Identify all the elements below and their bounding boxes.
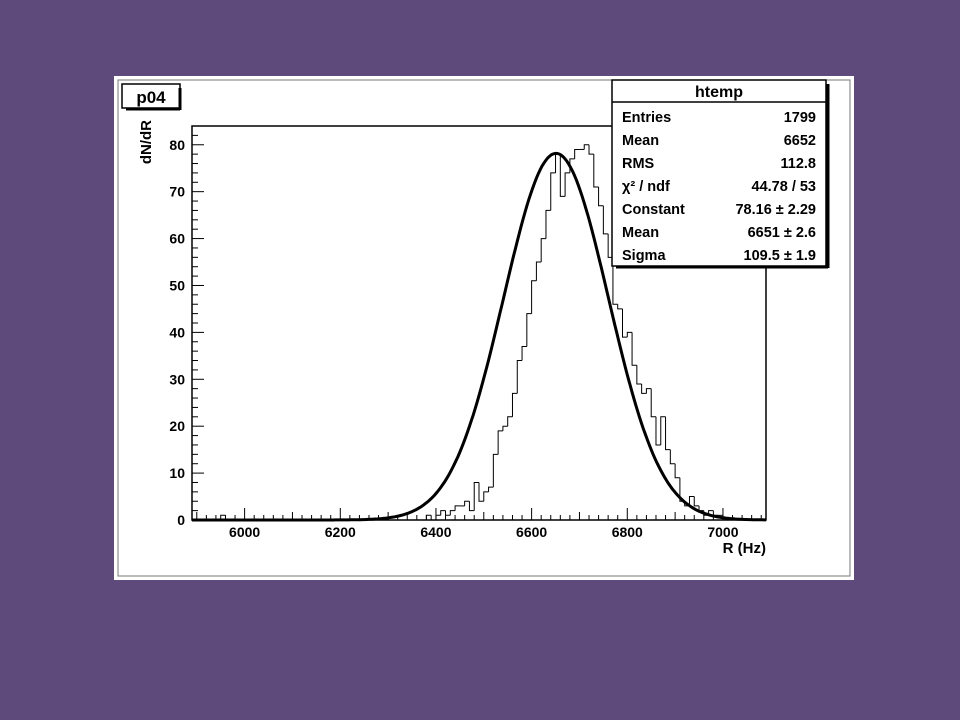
stats-row-value: 44.78 / 53 <box>752 179 817 195</box>
stats-row-label: Entries <box>622 110 671 126</box>
histogram-bin <box>449 510 456 516</box>
stats-row-label: Constant <box>622 202 685 218</box>
histogram-bin <box>531 280 537 314</box>
histogram-bin <box>564 172 570 197</box>
root-canvas: p04 6000 6200 6400 6600 6800 7000 0 10 20 30 40 50… <box>114 76 854 580</box>
histogram-bin <box>454 505 460 511</box>
histogram-bin <box>693 496 700 507</box>
x-tick-label: 6800 <box>612 524 643 540</box>
histogram-bin <box>516 360 523 394</box>
histogram-bin <box>660 416 666 445</box>
histogram-bin <box>511 392 518 417</box>
histogram-chart: p04 6000 6200 6400 6600 6800 7000 0 10 20 30 40 50… <box>117 79 851 577</box>
y-tick-label: 30 <box>169 371 185 387</box>
histogram-bin <box>545 209 551 239</box>
histogram-bin <box>636 365 642 385</box>
histogram-bin <box>425 514 432 520</box>
stats-row-value: 6652 <box>784 133 816 149</box>
histogram-bin <box>617 304 623 310</box>
histogram-bin <box>665 416 671 451</box>
stats-box: htemp Entries 1799 Mean 6652 RMS 112.8 χ² / nd… <box>611 79 830 269</box>
stats-row-label: RMS <box>622 156 655 172</box>
histogram-bin <box>468 501 475 512</box>
histogram-bin <box>430 515 436 521</box>
x-tick-label: 7000 <box>707 524 738 540</box>
histogram-bin <box>598 186 604 207</box>
y-tick-label: 20 <box>169 418 185 434</box>
histogram-bin <box>631 332 637 366</box>
y-tick-label: 60 <box>169 231 185 247</box>
histogram-bin <box>526 313 532 347</box>
histogram-bin <box>674 463 680 479</box>
histogram-bin <box>435 514 441 520</box>
histogram-bin <box>220 514 226 520</box>
x-tick-label: 6000 <box>229 524 260 540</box>
histogram-bin <box>440 510 446 516</box>
x-tick-label: 6600 <box>516 524 547 540</box>
histogram-bin <box>626 331 633 338</box>
x-tick-label: 6400 <box>420 524 451 540</box>
histogram-bin <box>540 238 546 263</box>
stats-row-label: Sigma <box>622 248 666 264</box>
histogram-bin <box>588 144 594 155</box>
histogram-bin <box>688 496 695 506</box>
stats-row-value: 112.8 <box>781 156 817 172</box>
y-tick-label: 0 <box>177 512 185 528</box>
y-tick-label: 10 <box>169 465 185 481</box>
x-axis: 6000 6200 6400 6600 6800 7000 <box>196 508 762 540</box>
x-tick-label: 6200 <box>325 524 356 540</box>
histogram-bin <box>478 482 484 502</box>
histogram-bin <box>492 453 499 488</box>
histogram-bin <box>602 205 609 235</box>
histogram-bin <box>655 416 661 446</box>
histogram-bin <box>593 154 599 188</box>
histogram-bin <box>669 449 676 465</box>
stats-title: htemp <box>695 84 743 101</box>
histogram-bin <box>473 481 479 511</box>
histogram-bin <box>507 416 513 427</box>
histogram-bin <box>445 510 451 516</box>
histogram-bin <box>535 261 542 281</box>
histogram-bin <box>464 500 470 506</box>
histogram-bin <box>550 172 556 211</box>
histogram-bin <box>559 154 566 197</box>
stats-row-value: 78.16 ± 2.29 <box>735 202 816 218</box>
stats-row-value: 6651 ± 2.6 <box>748 225 816 241</box>
y-tick-label: 70 <box>169 184 185 200</box>
histogram-bin <box>583 144 590 150</box>
stats-row-value: 109.5 ± 1.9 <box>744 248 816 264</box>
histogram-bin <box>483 491 489 502</box>
histogram-bin <box>497 430 503 455</box>
stats-row-value: 1799 <box>784 110 816 126</box>
stats-row-label: χ² / ndf <box>622 179 670 195</box>
histogram-bin <box>641 383 647 394</box>
histogram-bin <box>622 308 628 338</box>
y-axis-title: dN/dR <box>138 120 155 164</box>
histogram-bin <box>650 388 656 418</box>
pad-label: p04 <box>136 88 166 107</box>
histogram-bin <box>488 486 494 492</box>
histogram-bin <box>574 148 580 159</box>
histogram-bin <box>645 388 652 394</box>
y-axis: 0 10 20 30 40 50 60 70 80 <box>169 134 204 528</box>
histogram-bin <box>612 257 618 305</box>
fit-curve-group <box>192 151 766 522</box>
histogram-bin <box>521 345 527 361</box>
stats-row-label: Mean <box>622 225 659 241</box>
pad-label-box: p04 <box>121 83 182 111</box>
y-tick-label: 80 <box>169 137 185 153</box>
histogram-bin <box>502 425 508 431</box>
x-axis-title: R (Hz) <box>723 540 766 557</box>
y-tick-label: 40 <box>169 324 185 340</box>
gaussian-fit-curve <box>192 151 766 522</box>
stats-row-label: Mean <box>622 133 659 149</box>
y-tick-label: 50 <box>169 277 185 293</box>
